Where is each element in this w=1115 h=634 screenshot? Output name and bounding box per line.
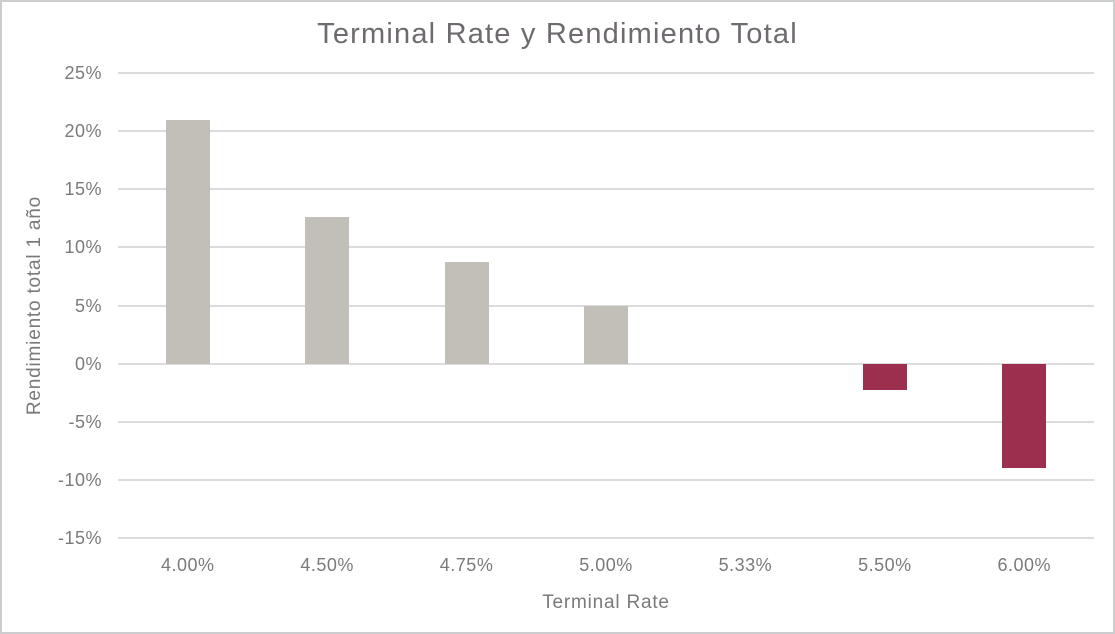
bar-6.00% — [1002, 363, 1047, 469]
gridline — [118, 72, 1094, 74]
gridline — [118, 420, 1094, 423]
gridline — [118, 246, 1094, 249]
y-tick-label: 25% — [64, 63, 102, 83]
y-tick-label: -15% — [57, 528, 102, 548]
gridline — [118, 362, 1094, 365]
x-tick-label: 5.33% — [718, 555, 773, 575]
chart-title: Terminal Rate y Rendimiento Total — [317, 18, 798, 50]
y-tick-label: 0% — [74, 353, 102, 374]
y-tick-label: 10% — [64, 237, 102, 258]
gridline — [118, 478, 1094, 481]
y-tick-label: 5% — [74, 295, 102, 316]
x-tick-label: 4.50% — [300, 555, 354, 575]
x-tick-label: 4.00% — [160, 555, 215, 575]
x-tick-label: 4.75% — [439, 555, 494, 575]
bar-4.50% — [305, 217, 350, 364]
bar-5.00% — [584, 305, 628, 364]
y-tick-label: 20% — [64, 121, 102, 142]
bar-4.75% — [444, 262, 489, 364]
bar-5.50% — [862, 363, 907, 391]
x-tick-label: 6.00% — [997, 555, 1052, 575]
bar-4.00% — [165, 119, 210, 364]
y-tick-label: -10% — [57, 469, 102, 490]
gridline — [118, 537, 1094, 539]
gridline — [118, 188, 1094, 191]
x-tick-label: 5.50% — [858, 555, 912, 575]
y-tick-label: 15% — [64, 179, 102, 200]
y-tick-label: -5% — [68, 411, 102, 432]
x-tick-label: 5.00% — [579, 555, 633, 575]
x-axis-title: Terminal Rate — [542, 592, 670, 613]
plot-area — [118, 72, 1094, 539]
gridline — [118, 130, 1094, 133]
